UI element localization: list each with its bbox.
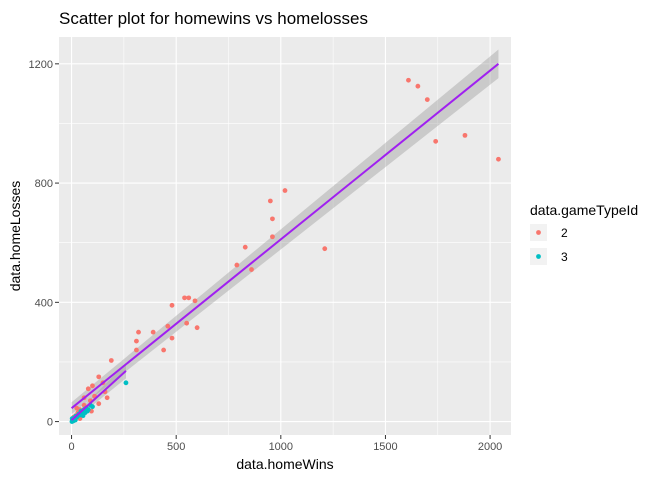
data-point: [84, 408, 90, 414]
data-point: [322, 246, 328, 252]
x-tick-label: 500: [167, 441, 185, 453]
data-point: [74, 405, 80, 411]
y-tick-label: 400: [35, 297, 53, 309]
y-tick-label: 1200: [29, 59, 53, 71]
x-tick-label: 2000: [478, 441, 502, 453]
regression-line: [70, 370, 127, 421]
data-point: [267, 198, 273, 204]
data-point: [104, 395, 110, 401]
tick-labels: 0 500 1000 1500 2000 0 400 800 1200: [29, 59, 503, 453]
data-point: [96, 374, 102, 380]
x-tick-label: 1000: [269, 441, 293, 453]
legend-label-2: 3: [561, 250, 568, 264]
data-point: [123, 380, 129, 386]
x-axis-title: data.homeWins: [236, 456, 333, 472]
data-point: [184, 320, 190, 326]
data-point: [169, 335, 175, 341]
data-point: [415, 83, 421, 89]
legend-key-point-1: [536, 230, 541, 235]
y-axis-title: data.homeLosses: [7, 181, 23, 292]
data-point: [234, 262, 240, 268]
data-point: [194, 325, 200, 331]
data-point: [192, 298, 198, 304]
legend-key-point-2: [536, 254, 541, 259]
minor-gridlines: [59, 37, 511, 435]
data-point: [433, 138, 439, 144]
legend-label-1: 2: [561, 226, 568, 240]
data-point: [108, 358, 114, 363]
data-point: [496, 156, 501, 162]
y-tick-label: 0: [47, 417, 53, 429]
data-point: [270, 234, 275, 240]
data-point: [424, 97, 430, 103]
data-point: [186, 295, 192, 301]
data-point: [169, 302, 175, 308]
data-point: [165, 323, 171, 329]
regression-lines: [70, 63, 500, 421]
data-point: [249, 267, 254, 272]
data-point: [182, 295, 187, 301]
data-point: [462, 132, 468, 138]
data-point: [150, 329, 156, 335]
regression-line: [70, 63, 500, 409]
data-point: [85, 386, 91, 392]
data-point: [406, 77, 411, 83]
x-tick-label: 0: [68, 441, 74, 453]
data-point: [282, 188, 288, 193]
chart-title: Scatter plot for homewins vs homelosses: [59, 9, 368, 28]
data-point: [161, 347, 167, 353]
data-point: [90, 404, 95, 410]
data-point: [270, 216, 275, 222]
legend-title: data.gameTypeId: [530, 202, 638, 218]
data-point: [134, 347, 139, 353]
data-point: [136, 329, 141, 335]
axis-ticks: [55, 63, 491, 439]
y-tick-label: 800: [35, 178, 53, 190]
major-gridlines: [59, 37, 511, 435]
data-point: [90, 383, 95, 389]
data-point: [134, 338, 139, 344]
x-tick-label: 1500: [373, 441, 397, 453]
data-point: [96, 401, 102, 407]
data-point: [242, 244, 248, 250]
legend: data.gameTypeId 2 3: [530, 202, 638, 265]
